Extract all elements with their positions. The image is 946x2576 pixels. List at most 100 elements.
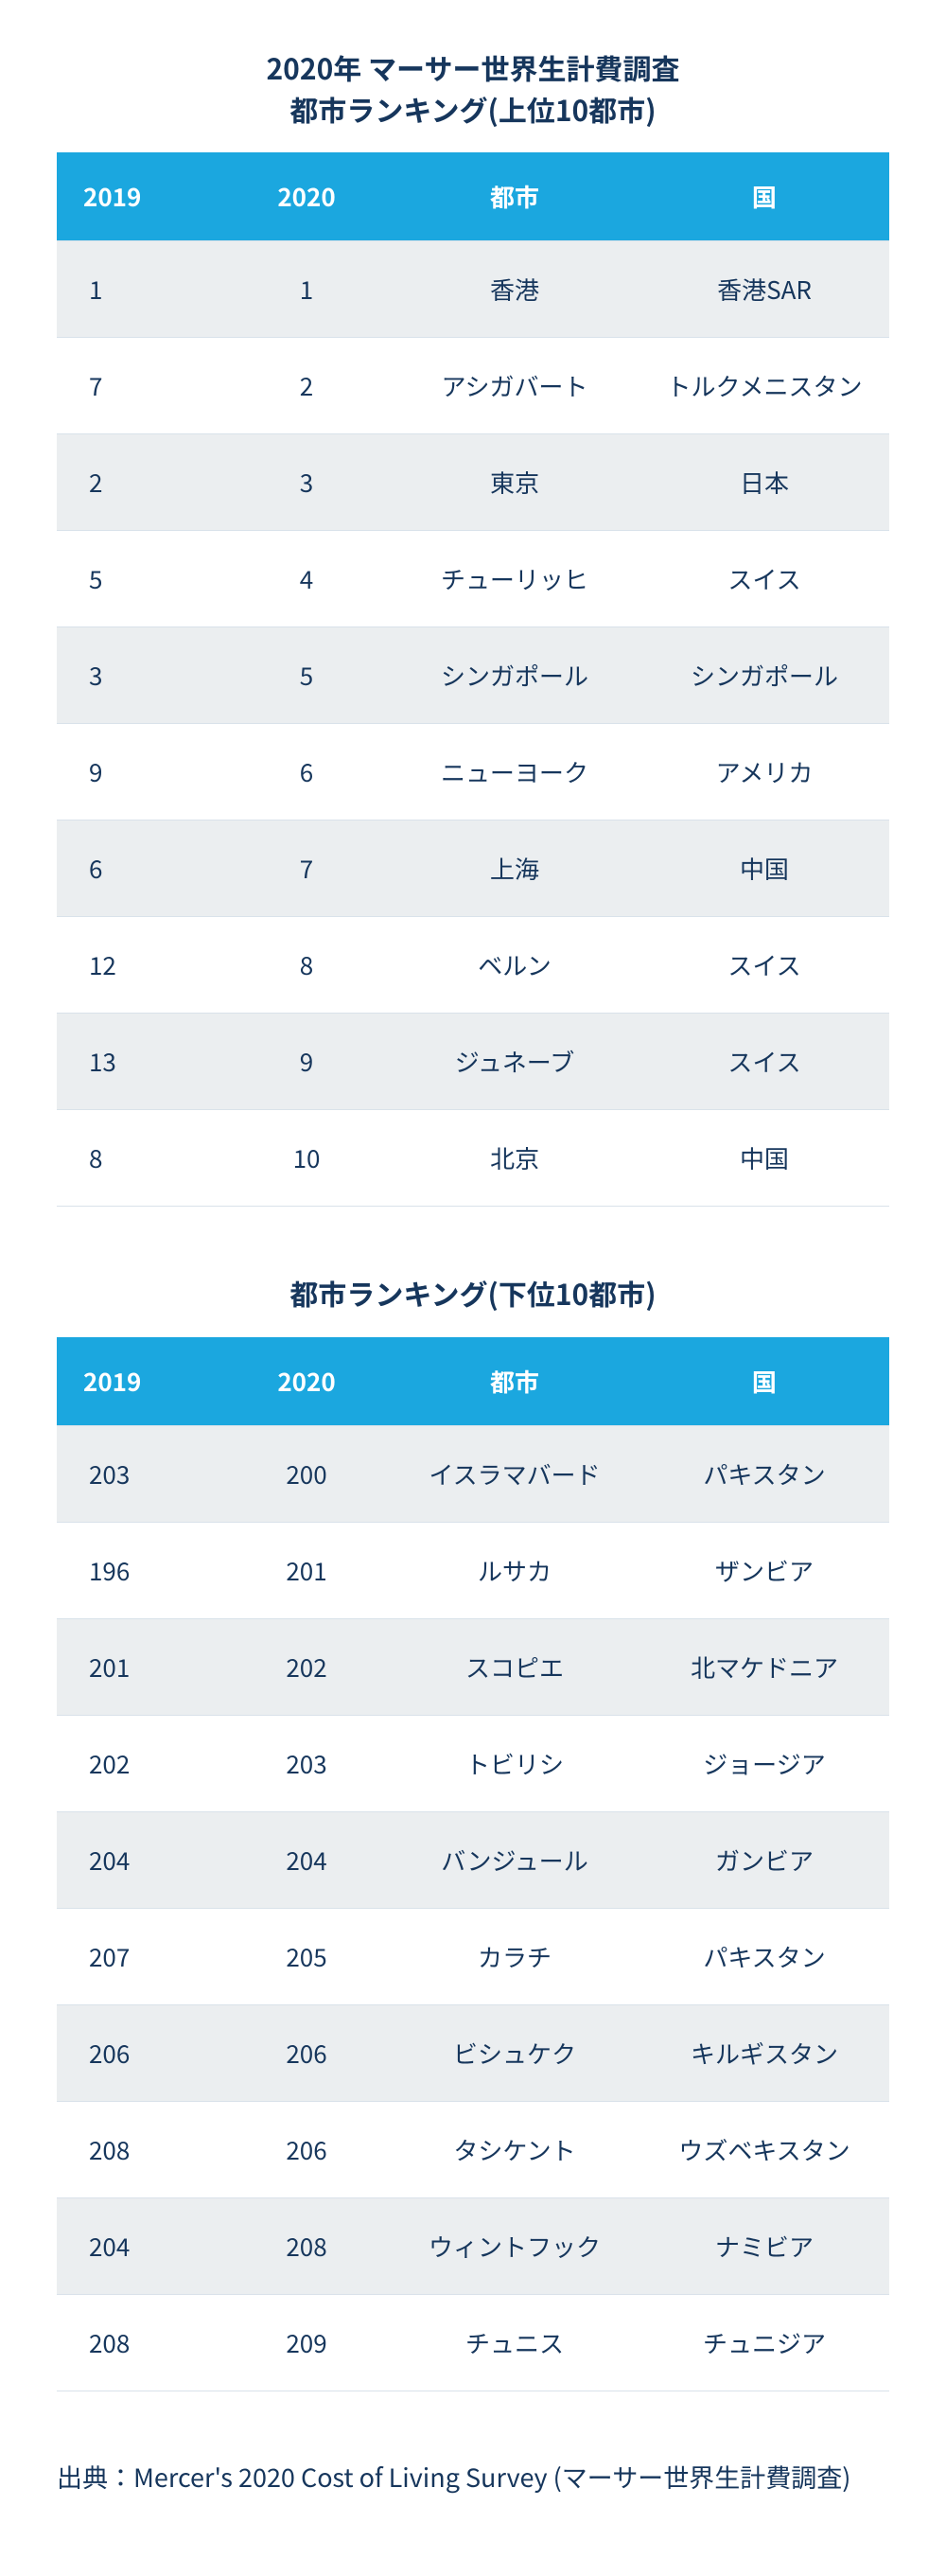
table-cell: 203 [57, 1425, 223, 1522]
table-cell: バンジュール [390, 1811, 639, 1908]
table-cell: 2 [57, 434, 223, 531]
table-cell: イスラマバード [390, 1425, 639, 1522]
table-cell: トビリシ [390, 1715, 639, 1811]
table-cell: 208 [57, 2294, 223, 2391]
table-cell: シンガポール [390, 627, 639, 724]
table-cell: ザンビア [639, 1522, 889, 1618]
table-cell: ナミビア [639, 2197, 889, 2294]
table-row: 206206ビシュケクキルギスタン [57, 2004, 889, 2101]
table-cell: 香港SAR [639, 241, 889, 338]
table-header-cell: 2019 [57, 1337, 223, 1426]
table-cell: チュニジア [639, 2294, 889, 2391]
table-cell: 6 [57, 820, 223, 917]
table-cell: 8 [57, 1110, 223, 1207]
table-cell: 12 [57, 917, 223, 1014]
table-row: 128ベルンスイス [57, 917, 889, 1014]
table-cell: ジョージア [639, 1715, 889, 1811]
table-row: 203200イスラマバードパキスタン [57, 1425, 889, 1522]
table-row: 201202スコピエ北マケドニア [57, 1618, 889, 1715]
table-cell: ベルン [390, 917, 639, 1014]
table-cell: 204 [223, 1811, 390, 1908]
table-row: 139ジュネーブスイス [57, 1014, 889, 1110]
table-cell: カラチ [390, 1908, 639, 2004]
table-cell: 香港 [390, 241, 639, 338]
table-cell: 1 [223, 241, 390, 338]
table-cell: 202 [57, 1715, 223, 1811]
table-cell: ウズベキスタン [639, 2101, 889, 2197]
table-cell: 204 [57, 1811, 223, 1908]
table-header-row: 20192020都市国 [57, 152, 889, 241]
table-title: 都市ランキング(下位10都市) [57, 1273, 889, 1314]
table-cell: 日本 [639, 434, 889, 531]
ranking-table: 20192020都市国203200イスラマバードパキスタン196201ルサカザン… [57, 1337, 889, 2391]
table-cell: ニューヨーク [390, 724, 639, 820]
table-cell: 9 [223, 1014, 390, 1110]
table-cell: アシガバート [390, 338, 639, 434]
table-cell: 3 [57, 627, 223, 724]
table-header-cell: 2019 [57, 152, 223, 241]
table-row: 23東京日本 [57, 434, 889, 531]
table-cell: スイス [639, 917, 889, 1014]
table-cell: 208 [223, 2197, 390, 2294]
table-cell: 196 [57, 1522, 223, 1618]
table-cell: 202 [223, 1618, 390, 1715]
table-row: 196201ルサカザンビア [57, 1522, 889, 1618]
table-cell: 3 [223, 434, 390, 531]
table-cell: 5 [223, 627, 390, 724]
table-row: 67上海中国 [57, 820, 889, 917]
table-cell: 9 [57, 724, 223, 820]
table-header-cell: 都市 [390, 152, 639, 241]
ranking-table: 20192020都市国11香港香港SAR72アシガバートトルクメニスタン23東京… [57, 152, 889, 1207]
table-cell: 東京 [390, 434, 639, 531]
table-row: 810北京中国 [57, 1110, 889, 1207]
table-row: 202203トビリシジョージア [57, 1715, 889, 1811]
table-cell: ビシュケク [390, 2004, 639, 2101]
table-title: 2020年 マーサー世界生計費調査都市ランキング(上位10都市) [57, 47, 889, 130]
table-cell: 7 [223, 820, 390, 917]
table-row: 11香港香港SAR [57, 241, 889, 338]
table-cell: パキスタン [639, 1908, 889, 2004]
table-row: 208206タシケントウズベキスタン [57, 2101, 889, 2197]
table-header-row: 20192020都市国 [57, 1337, 889, 1426]
table-cell: ガンビア [639, 1811, 889, 1908]
table-row: 35シンガポールシンガポール [57, 627, 889, 724]
table-cell: 2 [223, 338, 390, 434]
table-row: 207205カラチパキスタン [57, 1908, 889, 2004]
table-header-cell: 国 [639, 1337, 889, 1426]
table-cell: 上海 [390, 820, 639, 917]
table-cell: 203 [223, 1715, 390, 1811]
table-cell: 8 [223, 917, 390, 1014]
table-cell: 中国 [639, 1110, 889, 1207]
table-cell: シンガポール [639, 627, 889, 724]
table-cell: チューリッヒ [390, 531, 639, 627]
table-cell: パキスタン [639, 1425, 889, 1522]
table-cell: タシケント [390, 2101, 639, 2197]
table-cell: 5 [57, 531, 223, 627]
table-cell: ウィントフック [390, 2197, 639, 2294]
table-cell: 4 [223, 531, 390, 627]
ranking-table-block-1: 都市ランキング(下位10都市)20192020都市国203200イスラマバードパ… [57, 1273, 889, 2391]
table-cell: 206 [57, 2004, 223, 2101]
table-cell: アメリカ [639, 724, 889, 820]
table-cell: トルクメニスタン [639, 338, 889, 434]
table-header-cell: 2020 [223, 152, 390, 241]
table-row: 96ニューヨークアメリカ [57, 724, 889, 820]
table-cell: 204 [57, 2197, 223, 2294]
table-cell: ルサカ [390, 1522, 639, 1618]
table-row: 54チューリッヒスイス [57, 531, 889, 627]
table-cell: キルギスタン [639, 2004, 889, 2101]
table-row: 204208ウィントフックナミビア [57, 2197, 889, 2294]
table-cell: 北京 [390, 1110, 639, 1207]
table-cell: 北マケドニア [639, 1618, 889, 1715]
table-header-cell: 2020 [223, 1337, 390, 1426]
table-cell: 206 [223, 2004, 390, 2101]
table-row: 204204バンジュールガンビア [57, 1811, 889, 1908]
table-cell: 208 [57, 2101, 223, 2197]
table-cell: スコピエ [390, 1618, 639, 1715]
table-cell: 200 [223, 1425, 390, 1522]
table-cell: スイス [639, 531, 889, 627]
table-header-cell: 国 [639, 152, 889, 241]
table-cell: 207 [57, 1908, 223, 2004]
table-cell: 6 [223, 724, 390, 820]
table-cell: 205 [223, 1908, 390, 2004]
